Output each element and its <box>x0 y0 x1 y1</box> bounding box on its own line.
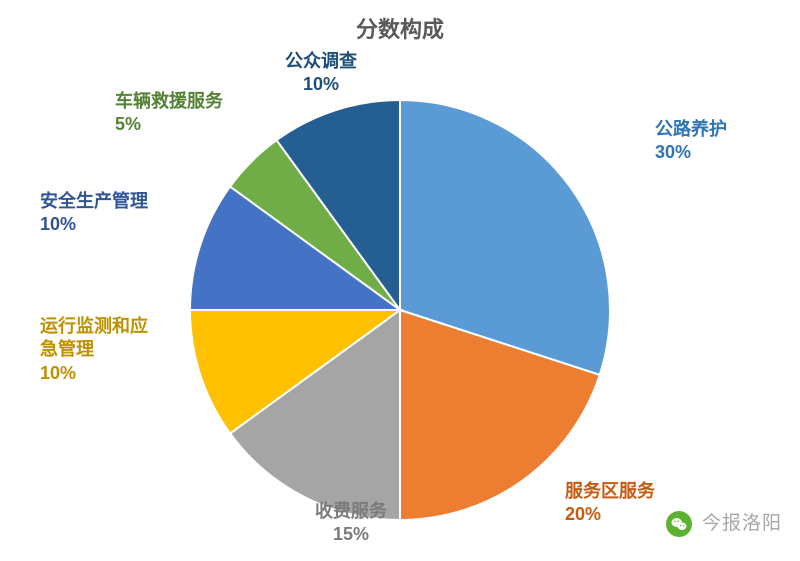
label-survey: 公众调查10% <box>285 50 357 97</box>
label-toll: 收费服务15% <box>315 500 387 547</box>
slice-label-pct: 15% <box>315 523 387 546</box>
slice-label-pct: 20% <box>565 503 655 526</box>
slice-label-text: 公路养护 <box>655 118 727 141</box>
slice-label-text: 公众调查 <box>285 50 357 73</box>
wechat-icon <box>666 511 692 537</box>
pie-chart <box>0 0 800 561</box>
slice-label-pct: 10% <box>285 73 357 96</box>
label-monitor: 运行监测和应急管理10% <box>40 315 148 385</box>
slice-label-text: 车辆救援服务 <box>115 90 223 113</box>
slice-label-text: 运行监测和应 <box>40 315 148 338</box>
chart-container: { "chart": { "type": "pie", "title": "分数… <box>0 0 800 561</box>
slice-label-text: 急管理 <box>40 338 148 361</box>
label-safety: 安全生产管理10% <box>40 190 148 237</box>
slice-label-pct: 10% <box>40 362 148 385</box>
label-road_maint: 公路养护30% <box>655 118 727 165</box>
slice-label-pct: 5% <box>115 113 223 136</box>
slice-label-text: 服务区服务 <box>565 480 655 503</box>
slice-label-pct: 10% <box>40 213 148 236</box>
slice-label-text: 安全生产管理 <box>40 190 148 213</box>
label-service_area: 服务区服务20% <box>565 480 655 527</box>
slice-label-text: 收费服务 <box>315 500 387 523</box>
label-rescue: 车辆救援服务5% <box>115 90 223 137</box>
watermark-text: 今报洛阳 <box>702 508 782 535</box>
slice-label-pct: 30% <box>655 141 727 164</box>
